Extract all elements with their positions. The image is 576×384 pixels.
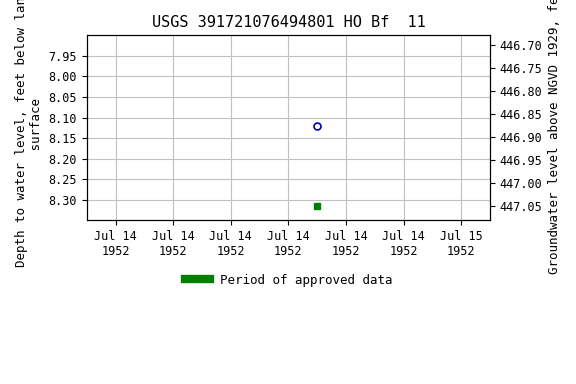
Title: USGS 391721076494801 HO Bf  11: USGS 391721076494801 HO Bf 11 <box>151 15 425 30</box>
Y-axis label: Depth to water level, feet below land
 surface: Depth to water level, feet below land su… <box>15 0 43 266</box>
Y-axis label: Groundwater level above NGVD 1929, feet: Groundwater level above NGVD 1929, feet <box>548 0 561 274</box>
Legend: Period of approved data: Period of approved data <box>180 269 397 292</box>
